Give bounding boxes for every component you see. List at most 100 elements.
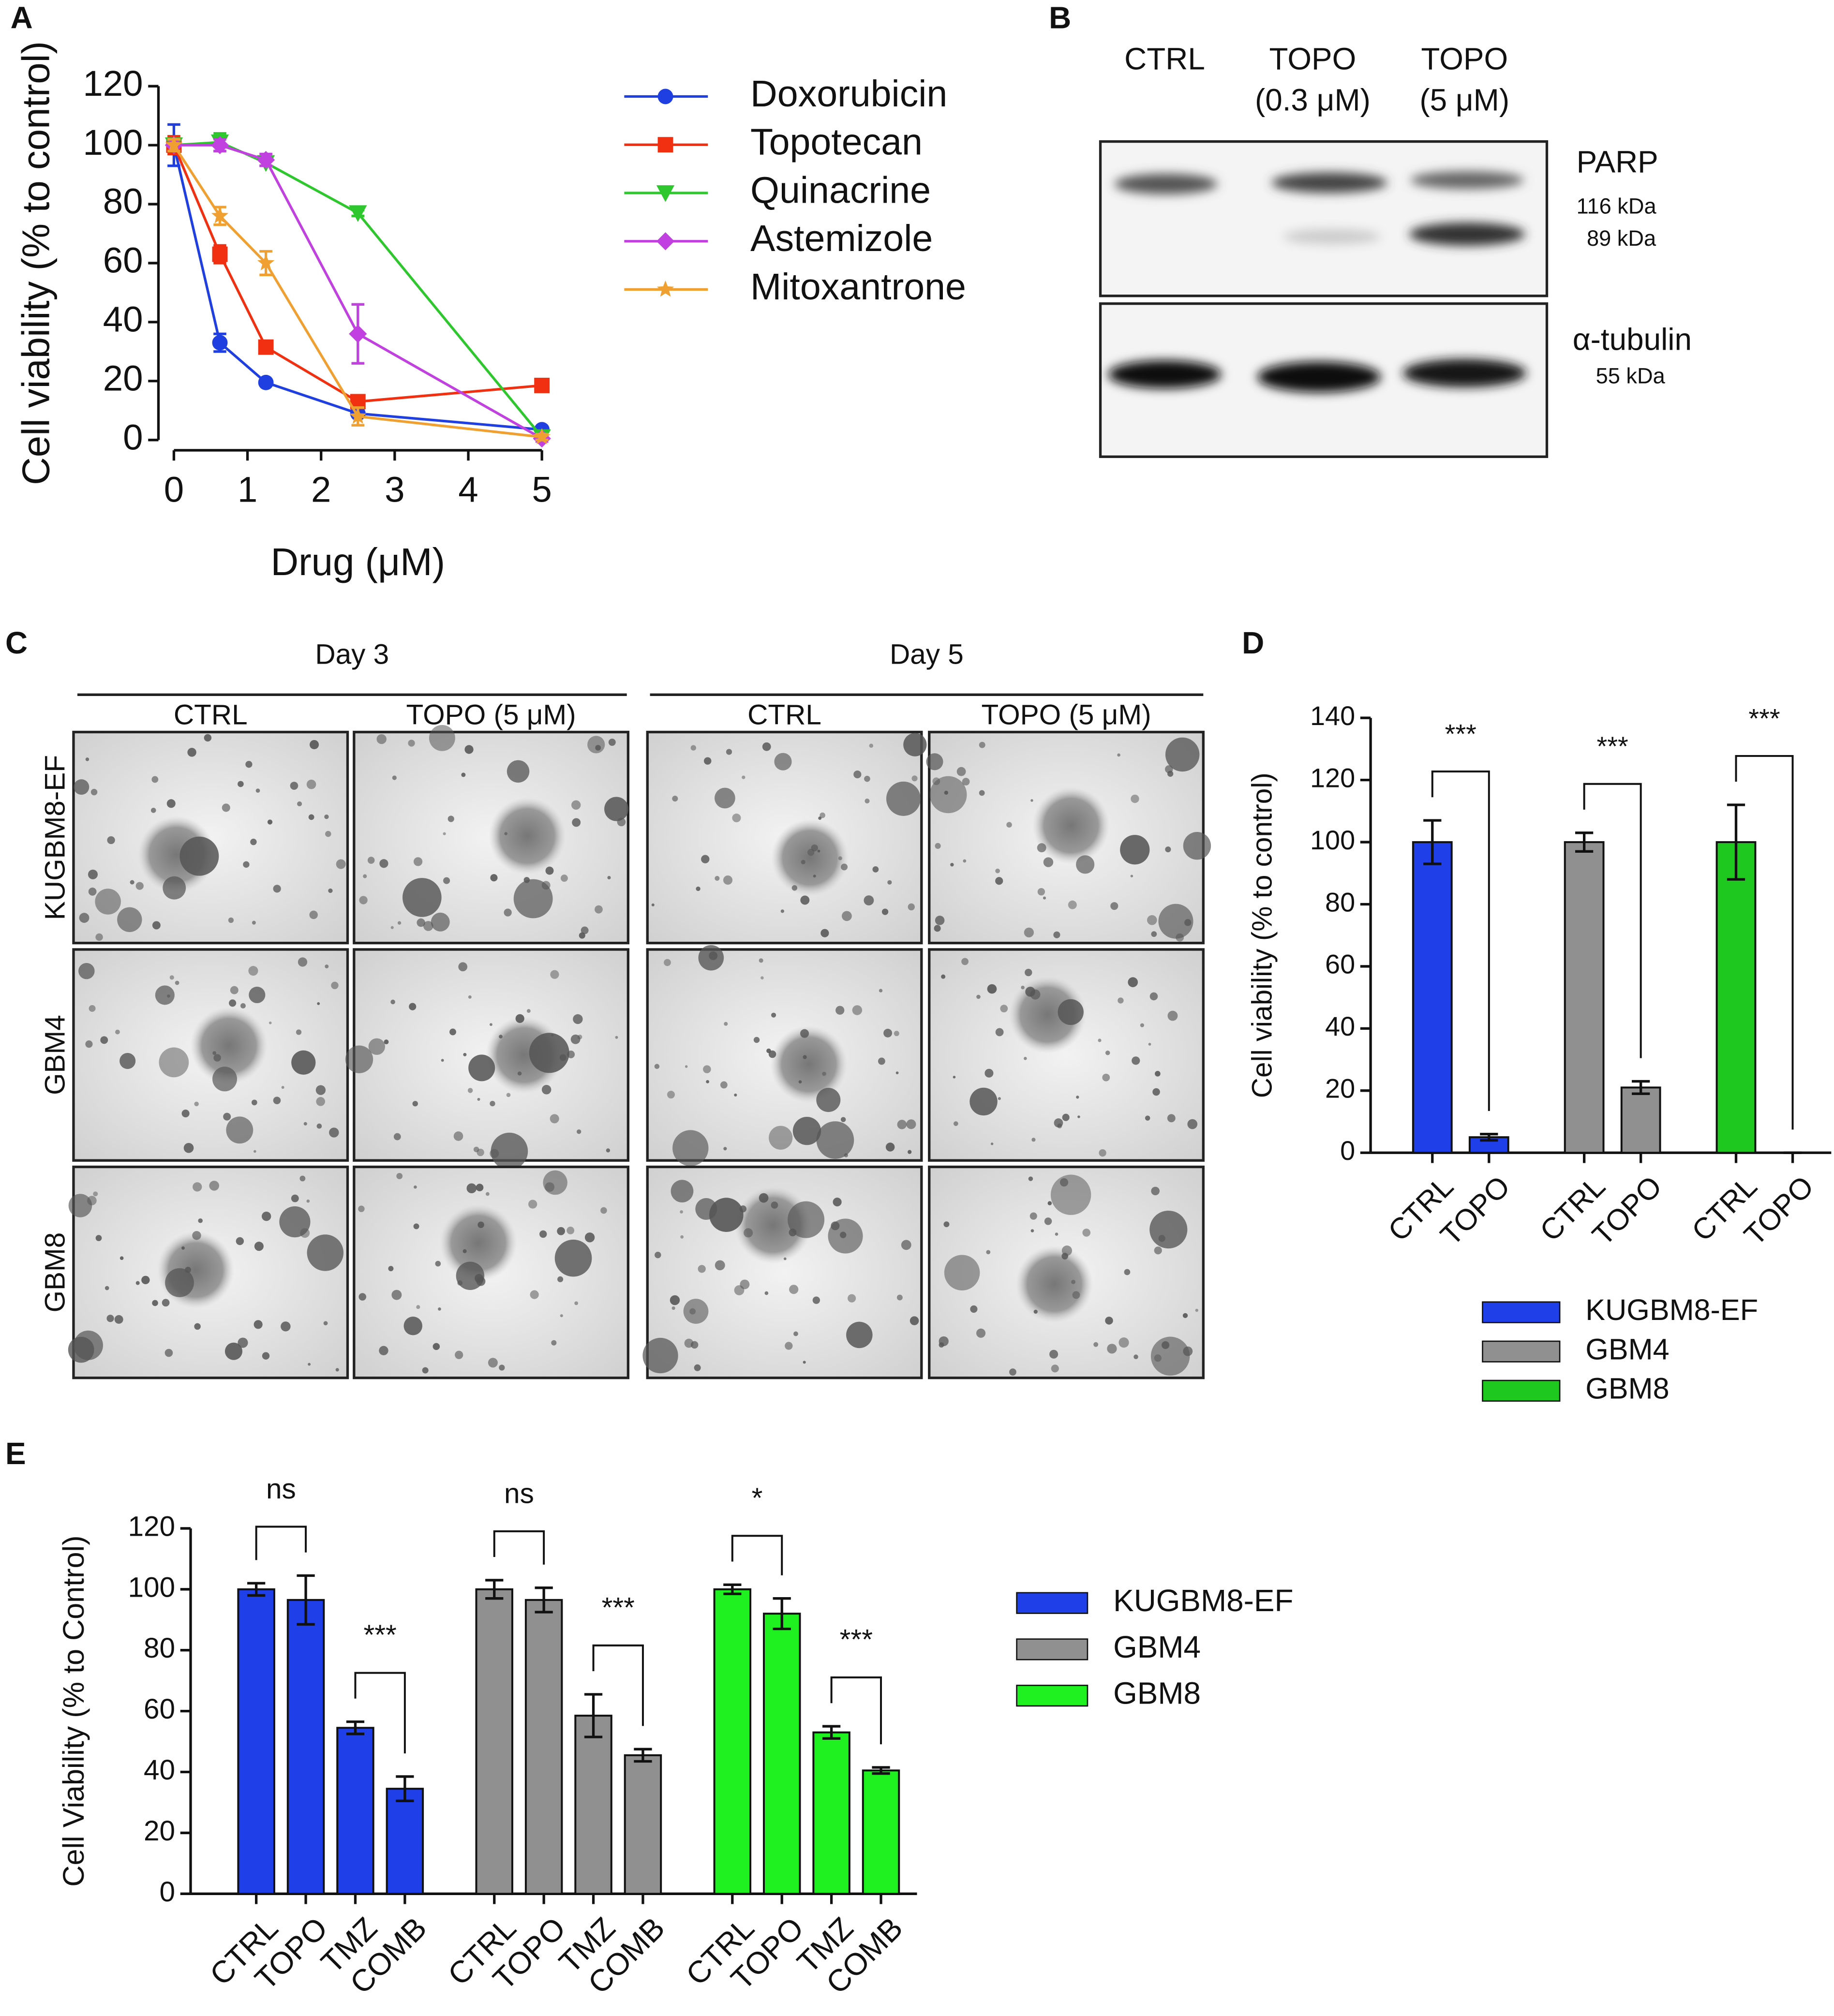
lane-label: CTRL [1124,42,1205,76]
cell-cluster [281,1086,284,1089]
cell-cluster [393,1133,401,1141]
cell-cluster [908,1150,912,1154]
sphere [190,1007,268,1084]
cell-cluster [119,1256,124,1260]
cell-cluster [894,1031,899,1037]
error-bar [1575,831,1594,853]
cell-cluster [485,1192,490,1196]
cell-cluster [253,1320,263,1329]
cell-cluster [308,1363,311,1366]
cell-cluster [1151,1186,1160,1196]
western-blot [1099,140,1549,458]
error-bar [247,1582,266,1597]
cell-cluster [477,1221,484,1228]
cell-cluster [766,1048,771,1053]
marker [533,428,551,445]
cell-cluster [706,1080,710,1083]
cell-cluster [803,1361,806,1364]
cell-cluster [331,981,339,989]
cell-cluster [1072,1291,1080,1299]
cell-cluster [995,1028,1004,1037]
cell-cluster [456,1261,485,1290]
cell-cluster [1133,1354,1138,1359]
cell-cluster [1132,1056,1140,1065]
cell-cluster [701,855,710,863]
cell-cluster [74,779,89,795]
cell-cluster [150,808,156,813]
cell-cluster [654,1064,660,1069]
panel-label: C [5,625,28,660]
cell-cluster [584,1232,595,1243]
error-bar [1480,1133,1498,1142]
cell-cluster [491,1132,528,1170]
cell-cluster [1024,1057,1027,1060]
cell-cluster [807,848,815,856]
cell-cluster [926,753,943,771]
cell-cluster [560,875,568,882]
sphere [157,1231,235,1309]
cell-cluster [499,1035,503,1039]
cell-cluster [303,1122,307,1126]
y-tick-label: 40 [1325,1011,1355,1041]
cell-cluster [1050,1174,1091,1215]
y-tick-label: 20 [103,358,143,398]
cell-cluster [345,1045,373,1073]
cell-cluster [384,1039,389,1045]
cell-cluster [363,874,367,878]
cell-cluster [739,1205,747,1213]
cell-cluster [1077,1115,1080,1118]
cell-cluster [1148,1043,1151,1046]
cell-cluster [881,908,889,915]
cell-cluster [685,1065,688,1068]
cell-cluster [816,1121,854,1159]
cell-cluster [793,1331,798,1336]
cell-cluster [683,1299,709,1324]
cell-cluster [1149,1210,1188,1249]
y-tick-label: 40 [103,299,143,340]
cell-cluster [820,812,825,818]
size-label: 55 kDa [1596,364,1666,388]
cell-cluster [1058,999,1084,1025]
cell-cluster [932,777,940,786]
bar [762,1613,801,1895]
cell-cluster [316,1123,322,1129]
cell-cluster [93,1191,98,1197]
sphere [1015,1245,1093,1323]
cell-cluster [995,868,1000,874]
cell-cluster [689,1308,696,1315]
cell-cluster [336,859,346,869]
band [1283,229,1381,245]
significance-label: ns [504,1478,534,1509]
cell-cluster [224,1342,243,1360]
legend-label: KUGBM8-EF [1113,1583,1293,1618]
cell-cluster [438,1307,441,1311]
legend-label: Quinacrine [750,169,931,211]
cell-cluster [1167,1114,1176,1123]
cell-cluster [671,1306,675,1310]
cell-cluster [1043,896,1046,900]
cell-cluster [358,1205,365,1212]
cell-cluster [1147,915,1157,925]
cell-cluster [261,1211,271,1221]
cell-cluster [279,1206,311,1238]
cell-cluster [557,1276,564,1282]
cell-cluster [720,1081,728,1089]
cell-cluster [1006,822,1012,828]
cell-cluster [181,1109,190,1118]
cell-cluster [941,974,946,979]
cell-cluster [212,1051,217,1055]
cell-cluster [517,1071,522,1076]
cell-cluster [379,859,388,868]
cell-cluster [822,1071,826,1076]
cell-cluster [88,888,97,896]
y-axis-label: Cell viability (% to control) [14,41,57,485]
cell-cluster [449,1028,456,1036]
legend-label: GBM4 [1113,1630,1201,1664]
cell-cluster [1167,1010,1178,1021]
legend-swatch [1016,1592,1088,1614]
cell-cluster [567,1227,575,1234]
cell-cluster [680,1210,683,1214]
cell-cluster [559,1054,567,1061]
band [1257,361,1381,393]
cell-cluster [581,926,589,934]
